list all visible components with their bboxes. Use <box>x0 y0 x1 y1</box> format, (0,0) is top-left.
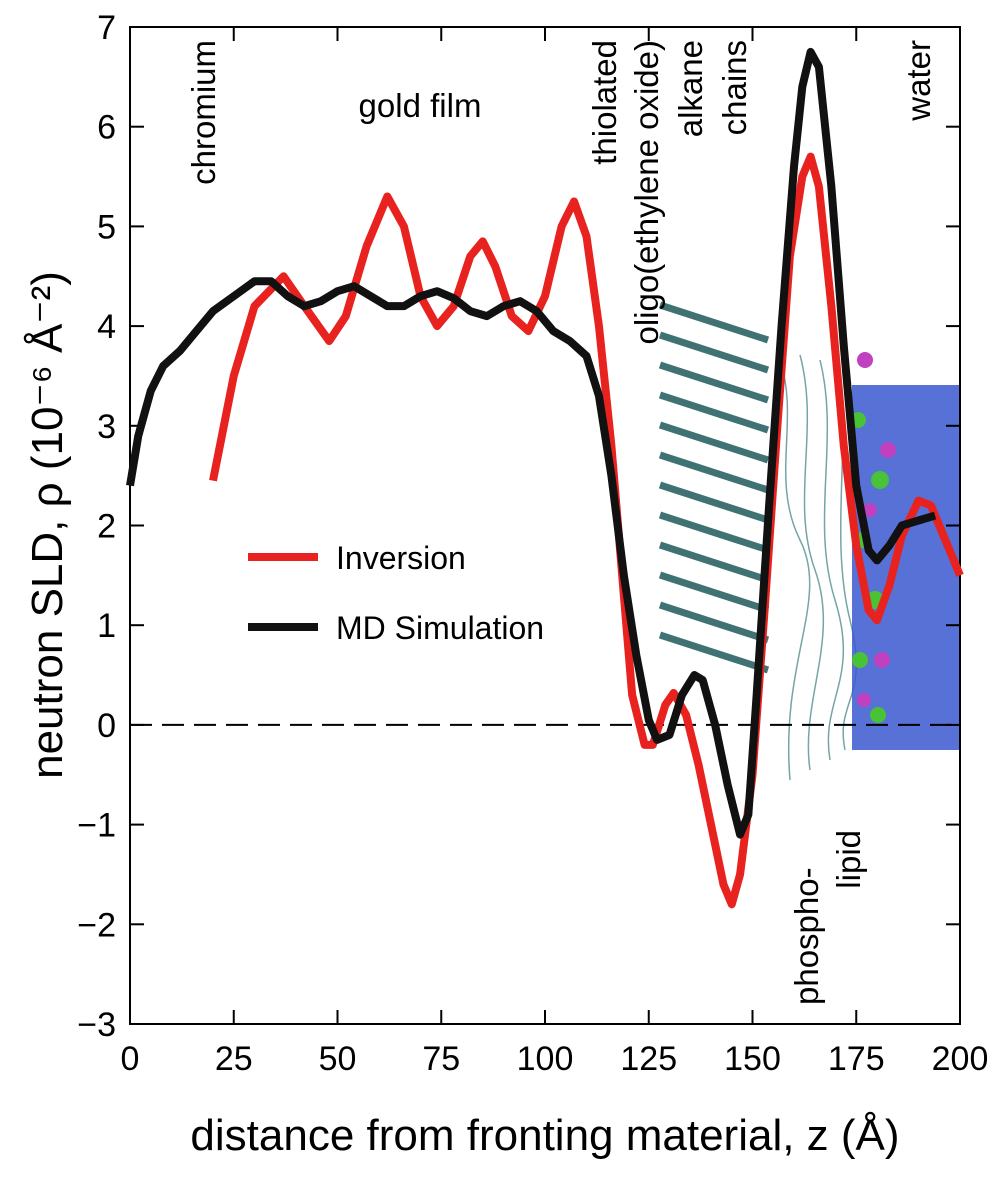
molecule-illustration <box>658 301 960 781</box>
annotation: chromium <box>185 40 222 185</box>
y-tick-label: −1 <box>77 807 116 845</box>
annotation: alkane <box>672 40 709 137</box>
annotation: lipid <box>830 830 867 889</box>
y-tick-label: 3 <box>97 408 116 446</box>
x-tick-label: 0 <box>121 1040 140 1078</box>
y-tick-label: 5 <box>97 208 116 246</box>
annotation: phospho- <box>788 867 825 1005</box>
legend-label: MD Simulation <box>336 610 544 646</box>
x-tick-label: 100 <box>517 1040 574 1078</box>
y-tick-label: 4 <box>97 308 116 346</box>
x-tick-label: 125 <box>620 1040 677 1078</box>
annotation: oligo(ethylene oxide) <box>628 40 665 345</box>
series-line <box>209 152 964 909</box>
y-tick-label: 7 <box>97 9 116 47</box>
x-tick-label: 25 <box>215 1040 253 1078</box>
y-tick-label: −2 <box>77 906 116 944</box>
legend-label: Inversion <box>336 540 466 576</box>
y-tick-label: −3 <box>77 1006 116 1044</box>
y-axis-label: neutron SLD, ρ (10⁻⁶ Å⁻²) <box>23 271 72 779</box>
annotation: water <box>900 40 937 122</box>
x-axis-label: distance from fronting material, z (Å) <box>190 1111 899 1160</box>
x-tick-label: 50 <box>319 1040 357 1078</box>
x-tick-label: 175 <box>828 1040 885 1078</box>
y-tick-label: 0 <box>97 707 116 745</box>
series-line <box>126 47 937 839</box>
annotation: chains <box>716 40 753 135</box>
annotation: gold film <box>359 87 482 124</box>
x-tick-label: 200 <box>932 1040 989 1078</box>
y-tick-label: 2 <box>97 508 116 546</box>
y-tick-label: 6 <box>97 109 116 147</box>
x-tick-label: 75 <box>422 1040 460 1078</box>
x-tick-label: 150 <box>724 1040 781 1078</box>
y-tick-label: 1 <box>97 607 116 645</box>
annotation: thiolated <box>586 40 623 165</box>
